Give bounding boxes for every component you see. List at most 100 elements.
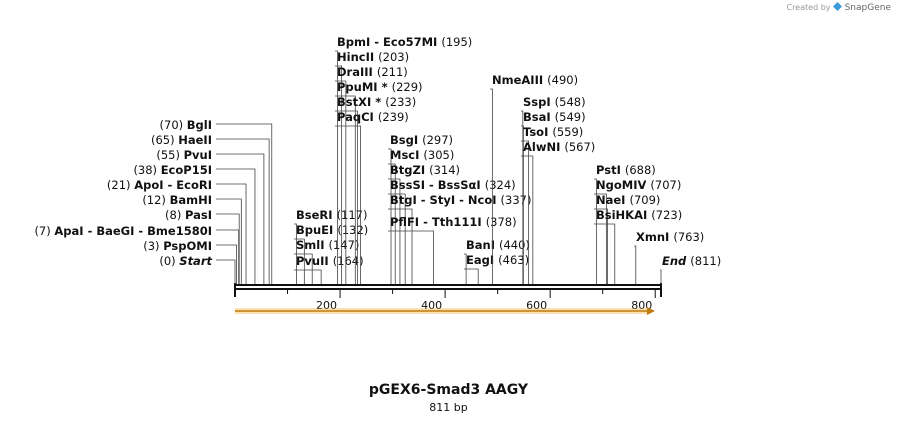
restriction-site-label: PvuII (164) [296, 254, 364, 268]
site-position: (337) [501, 193, 532, 207]
site-enzyme-name: DraIII [337, 65, 377, 79]
site-position: (0) [159, 254, 179, 268]
site-enzyme-name: BsgI [390, 133, 422, 147]
site-enzyme-name: PspOMI [163, 239, 212, 253]
site-position: (195) [441, 35, 472, 49]
site-position: (707) [650, 178, 681, 192]
restriction-site-label: BseRI (117) [296, 208, 368, 222]
restriction-site-label: (38) EcoP15I [133, 163, 212, 177]
restriction-site-label: NaeI (709) [596, 193, 660, 207]
credit-brand: SnapGene [844, 3, 891, 13]
site-leader-line [216, 183, 247, 284]
site-leader-line [216, 123, 273, 284]
site-enzyme-name: Start [179, 254, 212, 268]
restriction-site-label: PstI (688) [596, 163, 656, 177]
restriction-site-label: BtgZI (314) [390, 163, 460, 177]
site-enzyme-name: BanI [466, 238, 499, 252]
site-position: (229) [392, 80, 423, 94]
restriction-site-label: BstXI * (233) [337, 95, 416, 109]
restriction-site-label: BsaI (549) [523, 110, 586, 124]
site-leader-line [335, 95, 356, 284]
site-enzyme-name: TsoI [523, 125, 552, 139]
site-enzyme-name: BseRI [296, 208, 337, 222]
site-leader-line [294, 253, 313, 284]
site-enzyme-name: PasI [185, 208, 212, 222]
site-enzyme-name: PflFI - Tth111I [390, 215, 486, 229]
restriction-site-label: (21) ApoI - EcoRI [107, 178, 212, 192]
snapgene-logo-icon [833, 2, 843, 11]
restriction-site-label: TsoI (559) [523, 125, 583, 139]
restriction-site-label: NgoMIV (707) [596, 178, 681, 192]
site-enzyme-name: EagI [466, 253, 498, 267]
ruler-tick-label: 800 [631, 299, 652, 312]
site-position: (297) [422, 133, 453, 147]
site-leader-line [521, 140, 530, 284]
restriction-site-label: BpmI - Eco57MI (195) [337, 35, 472, 49]
plasmid-name: pGEX6-Smad3 AAGY [368, 382, 529, 398]
site-enzyme-name: PpuMI * [337, 80, 392, 94]
site-leader-line [388, 178, 401, 284]
site-leader-line [216, 244, 237, 284]
site-leader-line [216, 213, 240, 284]
sequence-map: 200 400 600 800(0) Start(3) PspOMI(7) ApaI … [34, 35, 721, 315]
site-leader-line [388, 230, 434, 284]
site-position: (811) [690, 254, 721, 268]
site-enzyme-name: EcoP15I [161, 163, 212, 177]
site-leader-line [634, 245, 637, 284]
site-position: (12) [142, 193, 169, 207]
site-position: (490) [547, 73, 578, 87]
site-leader-line [388, 208, 413, 284]
site-position: (723) [651, 208, 682, 222]
site-leader-line [216, 259, 236, 284]
site-leader-line [594, 208, 608, 284]
site-leader-line [521, 125, 524, 284]
restriction-site-label: PaqCI (239) [337, 110, 409, 124]
ruler-tick-label: 400 [421, 299, 442, 312]
site-position: (3) [143, 239, 163, 253]
restriction-site-label: PflFI - Tth111I (378) [390, 215, 517, 229]
site-position: (305) [423, 148, 454, 162]
site-leader-line [216, 198, 242, 284]
site-position: (7) [34, 224, 54, 238]
site-leader-line [660, 269, 662, 284]
site-enzyme-name: ApaI - BaeGI - Bme1580I [54, 224, 212, 238]
credit: Created by SnapGene [786, 2, 891, 13]
restriction-site-label: AlwNI (567) [523, 140, 595, 154]
site-leader-line [594, 223, 616, 284]
site-position: (8) [165, 208, 185, 222]
site-enzyme-name: BtgI - StyI - NcoI [390, 193, 501, 207]
site-position: (164) [333, 254, 364, 268]
site-position: (559) [552, 125, 583, 139]
site-enzyme-name: BpuEI [296, 223, 337, 237]
site-enzyme-name: BamHI [170, 193, 212, 207]
site-leader-line [388, 148, 392, 284]
site-leader-line [490, 88, 493, 284]
site-enzyme-name: PvuI [184, 148, 212, 162]
site-leader-line [464, 268, 479, 284]
plasmid-length: 811 bp [429, 401, 468, 414]
site-enzyme-name: PstI [596, 163, 625, 177]
feature-arrowhead [647, 307, 655, 315]
site-enzyme-name: MscI [390, 148, 423, 162]
site-leader-line [216, 138, 270, 284]
site-position: (38) [133, 163, 160, 177]
site-position: (117) [337, 208, 368, 222]
site-position: (378) [486, 215, 517, 229]
ruler-tick-label: 600 [526, 299, 547, 312]
restriction-site-label: (65) HaeII [151, 133, 212, 147]
site-enzyme-name: HaeII [178, 133, 212, 147]
site-leader-line [335, 125, 361, 284]
site-enzyme-name: BsaI [523, 110, 555, 124]
site-enzyme-name: BstXI * [337, 95, 385, 109]
site-enzyme-name: BsiHKAI [596, 208, 651, 222]
site-enzyme-name: AlwNI [523, 140, 564, 154]
site-leader-line [464, 253, 467, 284]
site-position: (70) [160, 118, 187, 132]
restriction-site-label: (8) PasI [165, 208, 212, 222]
site-leader-line [388, 163, 396, 284]
restriction-site-label: (7) ApaI - BaeGI - Bme1580I [34, 224, 212, 238]
site-enzyme-name: NgoMIV [596, 178, 650, 192]
site-position: (233) [385, 95, 416, 109]
site-leader-line [521, 110, 524, 284]
site-enzyme-name: PaqCI [337, 110, 378, 124]
